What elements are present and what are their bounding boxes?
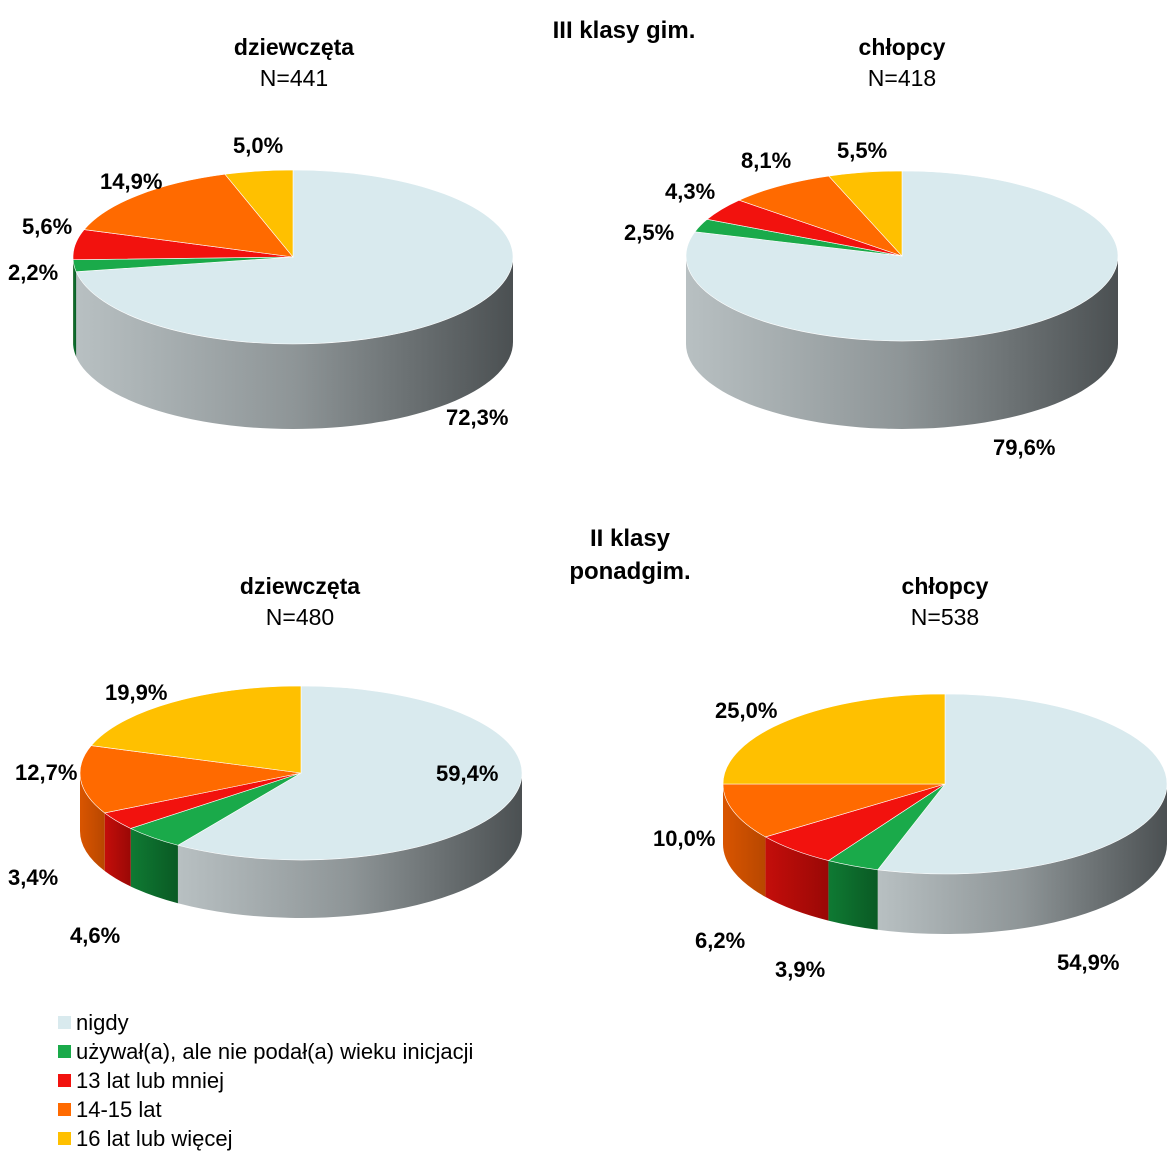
slice-label-bottom-left-16: 19,9% [105, 680, 167, 705]
slice-label-top-right-14-15: 8,1% [741, 148, 791, 173]
pie-side-nigdy [877, 784, 1167, 935]
slice-label-bottom-right-16: 25,0% [715, 698, 777, 723]
pie-n-bottom-left: N=480 [266, 604, 334, 630]
legend: nigdy używał(a), ale nie podał(a) wieku … [58, 1008, 473, 1153]
pie-slice-nigdy [177, 685, 523, 861]
pie-side-nigdy [177, 773, 522, 918]
pie-side-13-lat [104, 812, 131, 887]
slice-label-bottom-right-nie-podal: 3,9% [775, 957, 825, 982]
slice-label-top-left-16: 5,0% [233, 133, 283, 158]
pie-slice-nigdy [877, 693, 1167, 875]
slice-label-bottom-left-nie-podal: 4,6% [70, 923, 120, 948]
pie-side-nigdy [686, 256, 1118, 429]
pie-side-nie-podal [73, 259, 77, 357]
legend-label: 13 lat lub mniej [76, 1067, 224, 1093]
slice-label-top-right-13: 4,3% [665, 179, 715, 204]
pie-n-top-right: N=418 [868, 65, 936, 91]
legend-item-14-15-lat: 14-15 lat [58, 1095, 473, 1124]
pie-title-top-right: chłopcy [859, 34, 946, 60]
legend-item-nigdy: nigdy [58, 1008, 473, 1037]
legend-swatch [58, 1045, 71, 1058]
pie-title-top-left: dziewczęta [234, 34, 354, 60]
pie-slice-14-15-lat [722, 783, 946, 838]
pie-bottom-left [79, 685, 523, 918]
legend-label: używał(a), ale nie podał(a) wieku inicja… [76, 1038, 474, 1064]
pie-top-right [685, 170, 1119, 429]
legend-item-16-lat: 16 lat lub więcej [58, 1124, 473, 1153]
slice-label-bottom-left-13: 3,4% [8, 865, 58, 890]
slice-label-bottom-left-14-15: 12,7% [15, 760, 77, 785]
pie-side-nie-podal [828, 860, 878, 930]
pie-slice-nigdy [75, 169, 514, 345]
slice-label-top-right-16: 5,5% [837, 138, 887, 163]
pie-side-14-15-lat [80, 773, 105, 871]
section-title-2-line-1: II klasy [590, 525, 671, 552]
legend-swatch [58, 1132, 71, 1145]
slice-label-bottom-right-13: 6,2% [695, 928, 745, 953]
pie-title-bottom-right: chłopcy [902, 573, 989, 599]
pie-side-13-lat [765, 836, 829, 921]
legend-item-13-lat: 13 lat lub mniej [58, 1066, 473, 1095]
legend-label: nigdy [76, 1009, 129, 1035]
slice-label-bottom-right-14-15: 10,0% [653, 826, 715, 851]
pie-top-left [72, 169, 514, 429]
section-title-2-line-2: ponadgim. [569, 558, 690, 585]
legend-swatch [58, 1016, 71, 1029]
slice-label-top-left-nigdy: 72,3% [446, 405, 508, 430]
pie-slice-16-lat [722, 693, 946, 785]
legend-item-nie-podal: używał(a), ale nie podał(a) wieku inicja… [58, 1037, 473, 1066]
pie-side-nigdy [76, 257, 513, 429]
pie-slice-16-lat [90, 685, 302, 774]
pie-slice-14-15-lat [83, 173, 294, 258]
slice-label-bottom-left-nigdy: 59,4% [436, 761, 498, 786]
pie-n-top-left: N=441 [260, 65, 328, 91]
legend-label: 16 lat lub więcej [76, 1125, 233, 1151]
slice-label-top-left-nie-podal: 2,2% [8, 260, 58, 285]
slice-label-bottom-right-nigdy: 54,9% [1057, 950, 1119, 975]
pie-slice-16-lat [224, 169, 294, 258]
slice-label-top-left-14-15: 14,9% [100, 169, 162, 194]
pie-n-bottom-right: N=538 [911, 604, 979, 630]
legend-swatch [58, 1103, 71, 1116]
pie-bottom-right [722, 693, 1167, 935]
legend-swatch [58, 1074, 71, 1087]
slice-label-top-right-nie-podal: 2,5% [624, 220, 674, 245]
legend-label: 14-15 lat [76, 1096, 162, 1122]
pie-side-nie-podal [130, 828, 178, 904]
slice-label-top-left-13: 5,6% [22, 214, 72, 239]
pie-title-bottom-left: dziewczęta [240, 573, 360, 599]
slice-label-top-right-nigdy: 79,6% [993, 435, 1055, 460]
pie-slice-14-15-lat [79, 745, 302, 814]
pie-slice-14-15-lat [738, 175, 903, 257]
section-title-1: III klasy gim. [553, 17, 696, 44]
pie-slice-16-lat [828, 170, 903, 257]
